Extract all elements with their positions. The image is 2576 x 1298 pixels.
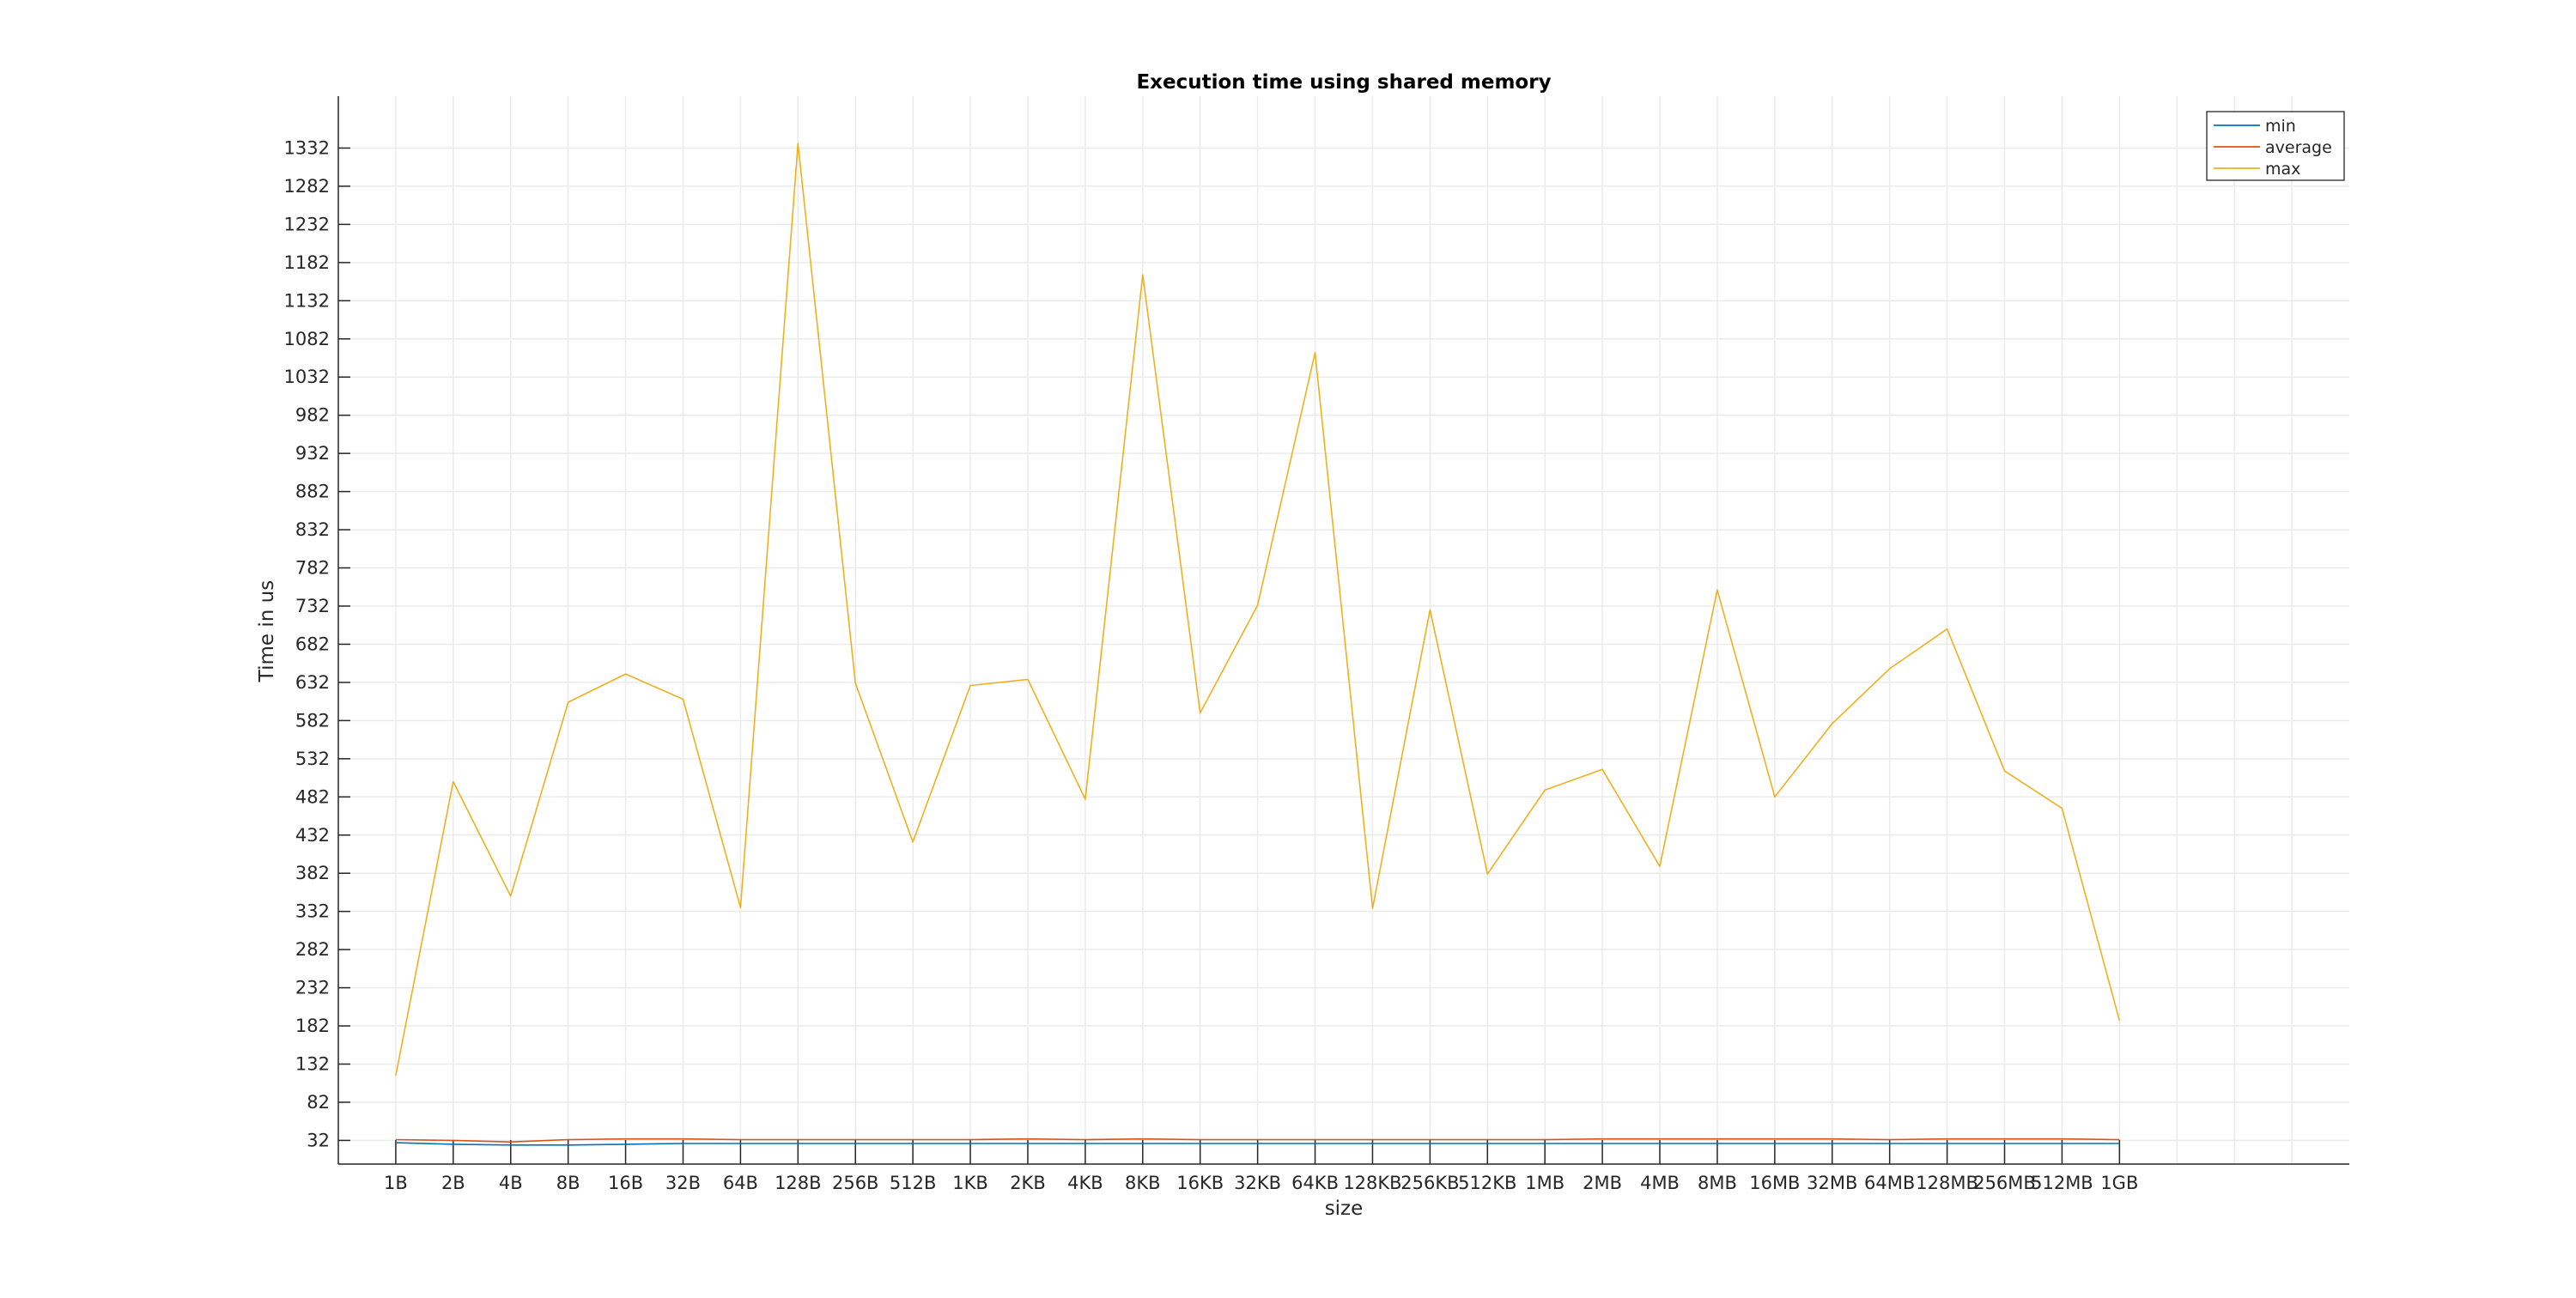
x-tick-label: 128MB bbox=[1916, 1173, 1978, 1193]
y-tick-label: 732 bbox=[295, 596, 330, 616]
x-tick-label: 32B bbox=[665, 1173, 701, 1193]
x-tick-label: 1MB bbox=[1525, 1173, 1564, 1193]
x-tick-label: 8MB bbox=[1698, 1173, 1737, 1193]
x-tick-label: 64B bbox=[723, 1173, 758, 1193]
y-tick-label: 182 bbox=[295, 1016, 330, 1036]
series-layer bbox=[395, 143, 2121, 1146]
x-tick-label: 64KB bbox=[1291, 1173, 1339, 1193]
y-tick-label: 932 bbox=[295, 443, 330, 464]
legend: min average max bbox=[2206, 111, 2345, 181]
x-tick-label: 4B bbox=[499, 1173, 523, 1193]
x-tick-label: 2MB bbox=[1583, 1173, 1622, 1193]
x-tick-label: 1KB bbox=[952, 1173, 988, 1193]
x-tick-label: 1B bbox=[384, 1173, 408, 1193]
x-tick-label: 1GB bbox=[2100, 1173, 2138, 1193]
y-tick-label: 1032 bbox=[284, 367, 330, 387]
y-tick-label: 1182 bbox=[284, 252, 330, 273]
y-tick-label: 632 bbox=[295, 672, 330, 693]
y-tick-label: 832 bbox=[295, 519, 330, 540]
x-axis-label: size bbox=[1325, 1198, 1364, 1220]
y-tick-label: 682 bbox=[295, 634, 330, 654]
y-tick-label: 32 bbox=[307, 1130, 330, 1150]
series-line-average bbox=[395, 1137, 2120, 1143]
x-tick-label: 16B bbox=[608, 1173, 643, 1193]
y-tick-label: 782 bbox=[295, 558, 330, 579]
x-tick-label: 16MB bbox=[1749, 1173, 1800, 1193]
x-tick-label: 32KB bbox=[1234, 1173, 1281, 1193]
x-tick-label: 4MB bbox=[1640, 1173, 1680, 1193]
series-line-max bbox=[395, 143, 2121, 1077]
series-line-min bbox=[395, 1142, 2120, 1146]
x-tick-label: 256B bbox=[832, 1173, 879, 1193]
y-tick-label: 232 bbox=[295, 978, 330, 998]
x-tick-label: 4KB bbox=[1067, 1173, 1103, 1193]
x-tick-label: 8B bbox=[556, 1173, 580, 1193]
y-tick-label: 82 bbox=[307, 1092, 330, 1113]
y-tick-label: 282 bbox=[295, 939, 330, 960]
y-tick-label: 982 bbox=[295, 405, 330, 426]
y-tick-label: 132 bbox=[295, 1054, 330, 1075]
chart-title: Execution time using shared memory bbox=[1136, 71, 1551, 94]
x-tick-label: 32MB bbox=[1807, 1173, 1857, 1193]
y-axis-label: Time in us bbox=[256, 580, 278, 682]
legend-label-max: max bbox=[2265, 160, 2300, 179]
x-tick-label: 128KB bbox=[1343, 1173, 1401, 1193]
grid bbox=[338, 96, 2349, 1164]
y-tick-label: 1132 bbox=[284, 290, 330, 311]
x-tick-label: 256KB bbox=[1400, 1173, 1459, 1193]
x-tick-label: 512B bbox=[890, 1173, 937, 1193]
y-tick-label: 1232 bbox=[284, 214, 330, 234]
x-tick-label: 2KB bbox=[1010, 1173, 1046, 1193]
y-tick-label: 332 bbox=[295, 901, 330, 922]
x-tick-label: 256MB bbox=[1973, 1173, 2036, 1193]
x-tick-label: 64MB bbox=[1864, 1173, 1915, 1193]
y-tick-label: 482 bbox=[295, 786, 330, 807]
y-tick-label: 1332 bbox=[284, 137, 330, 158]
legend-label-min: min bbox=[2265, 117, 2296, 136]
y-tick-label: 1282 bbox=[284, 176, 330, 197]
x-tick-label: 512KB bbox=[1458, 1173, 1516, 1193]
y-tick-label: 432 bbox=[295, 825, 330, 846]
x-tick-label: 16KB bbox=[1176, 1173, 1224, 1193]
legend-label-average: average bbox=[2265, 138, 2332, 157]
y-tick-label: 882 bbox=[295, 482, 330, 502]
x-tick-label: 128B bbox=[775, 1173, 822, 1193]
x-tick-label: 2B bbox=[441, 1173, 465, 1193]
y-tick-label: 382 bbox=[295, 863, 330, 883]
y-tick-label: 532 bbox=[295, 749, 330, 769]
x-tick-label: 8KB bbox=[1125, 1173, 1161, 1193]
y-tick-label: 1082 bbox=[284, 329, 330, 349]
y-tick-label: 582 bbox=[295, 710, 330, 731]
x-tick-label: 512MB bbox=[2031, 1173, 2093, 1193]
